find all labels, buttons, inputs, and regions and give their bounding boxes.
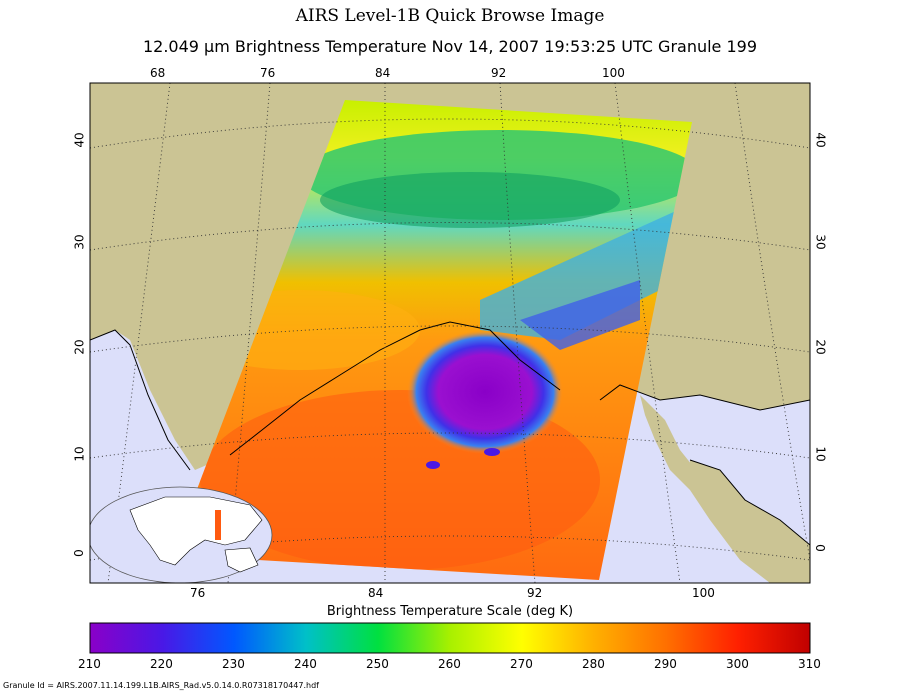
airs-swath (172, 100, 692, 580)
map-frame (89, 82, 811, 584)
colorbar-tick: 210 (78, 657, 101, 671)
colorbar-tick: 220 (150, 657, 173, 671)
top-lon-label: 68 (150, 66, 166, 80)
bottom-lon-label: 100 (692, 586, 715, 600)
left-lat-label: 20 (72, 339, 87, 355)
world-locator-inset (90, 486, 273, 583)
right-lat-label: 20 (813, 339, 828, 355)
top-lon-label: 92 (491, 66, 507, 80)
left-lat-label: 30 (72, 234, 87, 250)
colorbar-tick: 280 (582, 657, 605, 671)
colorbar-tick: 290 (654, 657, 677, 671)
left-lat-label: 40 (72, 132, 87, 148)
image-title: AIRS Level-1B Quick Browse Image (295, 6, 605, 26)
sumatra-landmass (690, 460, 810, 583)
top-lon-label: 84 (375, 66, 391, 80)
right-lat-label: 40 (813, 132, 828, 148)
image-subtitle: 12.049 μm Brightness Temperature Nov 14,… (142, 37, 758, 56)
top-lon-label: 100 (602, 66, 625, 80)
bottom-lon-label: 84 (368, 586, 384, 600)
granule-id-footer: Granule Id = AIRS.2007.11.14.199.L1B.AIR… (3, 681, 319, 690)
colorbar-tick: 230 (222, 657, 245, 671)
bottom-lon-label: 76 (190, 586, 206, 600)
peninsula-landmass (640, 395, 700, 490)
storm-core (407, 330, 563, 454)
colorbar-tick: 300 (726, 657, 749, 671)
colorbar-tick: 250 (366, 657, 389, 671)
colorbar (89, 622, 811, 654)
coastlines (90, 321, 810, 546)
colorbar-tick: 240 (294, 657, 317, 671)
colorbar-title: Brightness Temperature Scale (deg K) (326, 604, 574, 619)
colorbar-tick: 310 (798, 657, 821, 671)
top-lon-label: 76 (260, 66, 276, 80)
right-lat-label: 0 (812, 544, 827, 552)
right-lat-label: 10 (813, 446, 828, 462)
colorbar-tick: 270 (510, 657, 533, 671)
colorbar-tick: 260 (438, 657, 461, 671)
left-lat-label: 0 (71, 549, 86, 557)
left-lat-label: 10 (72, 446, 87, 462)
bottom-lon-label: 92 (527, 586, 543, 600)
right-lat-label: 30 (813, 234, 828, 250)
